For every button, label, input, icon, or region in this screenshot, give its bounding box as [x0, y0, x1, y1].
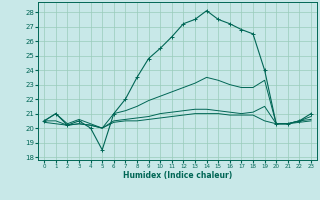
- X-axis label: Humidex (Indice chaleur): Humidex (Indice chaleur): [123, 171, 232, 180]
